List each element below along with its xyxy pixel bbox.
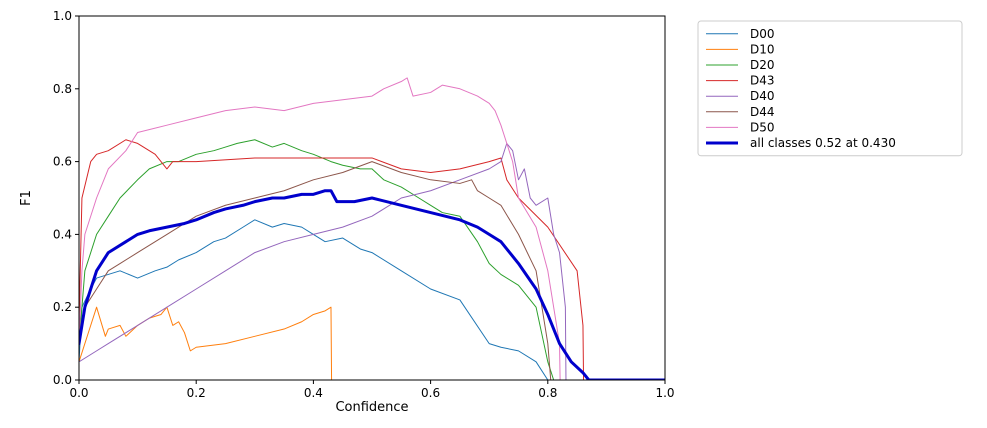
legend-box xyxy=(697,20,963,157)
legend-label: D43 xyxy=(750,74,775,88)
y-tick-label: 0.0 xyxy=(53,373,72,387)
y-tick-label: 0.8 xyxy=(53,82,72,96)
y-tick-label: 0.2 xyxy=(53,300,72,314)
y-axis-label: F1 xyxy=(19,190,34,206)
legend-entry: D44 xyxy=(706,105,775,119)
x-tick-label: 0.6 xyxy=(421,386,440,400)
legend-entry: D20 xyxy=(706,58,775,72)
legend-entry: D40 xyxy=(706,89,775,103)
legend-entry: all classes 0.52 at 0.430 xyxy=(706,136,896,150)
legend-label: D40 xyxy=(750,89,775,103)
legend-entry: D00 xyxy=(706,27,775,41)
legend-label: D00 xyxy=(750,27,775,41)
y-tick-label: 0.4 xyxy=(53,227,72,241)
x-tick-label: 0.2 xyxy=(187,386,206,400)
x-tick-label: 0.0 xyxy=(69,386,88,400)
series-line-7 xyxy=(79,189,665,380)
legend-label: D50 xyxy=(750,120,775,134)
legend-label: D44 xyxy=(750,105,775,119)
legend-label: all classes 0.52 at 0.430 xyxy=(750,136,896,150)
plot-frame xyxy=(78,15,666,381)
legend-label: D10 xyxy=(750,42,775,56)
x-axis-label: Confidence xyxy=(335,400,408,415)
series-line-6 xyxy=(79,77,561,380)
x-tick-label: 0.4 xyxy=(304,386,323,400)
series-line-0 xyxy=(79,219,549,380)
series-layer xyxy=(79,77,665,380)
series-line-4 xyxy=(79,142,567,380)
series-line-2 xyxy=(79,139,555,380)
x-tick-label: 0.8 xyxy=(538,386,557,400)
x-tick-label: 1.0 xyxy=(655,386,674,400)
y-tick-label: 0.6 xyxy=(53,155,72,169)
series-line-5 xyxy=(79,161,552,380)
series-line-1 xyxy=(79,306,333,380)
y-tick-label: 1.0 xyxy=(53,9,72,23)
x-axis-ticks: 0.0 0.2 0.4 0.6 0.8 1.0 xyxy=(69,380,675,400)
legend-label: D20 xyxy=(750,58,775,72)
y-axis-ticks: 0.0 0.2 0.4 0.6 0.8 1.0 xyxy=(53,9,79,387)
legend-entry: D50 xyxy=(706,120,775,134)
legend-entry: D43 xyxy=(706,74,775,88)
series-line-3 xyxy=(79,139,585,380)
legend-entry: D10 xyxy=(706,42,775,56)
